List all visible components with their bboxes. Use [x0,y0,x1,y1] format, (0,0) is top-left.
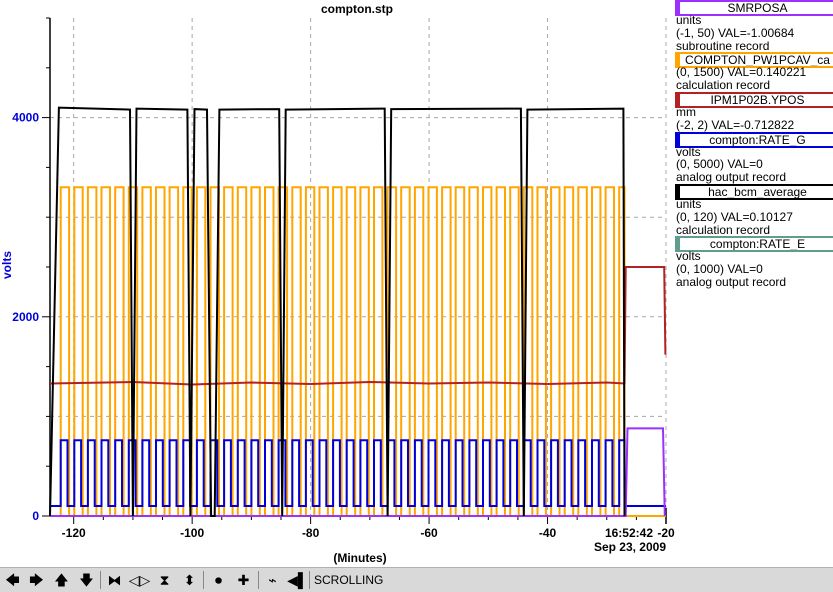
chart-title: compton.stp [321,2,393,16]
legend-units: units [676,13,702,27]
legend-record: analog output record [676,170,787,185]
toolbar-separator [203,571,204,589]
timestamp-label: 16:52:42 [605,526,653,540]
legend-range: (-1, 50) VAL=-1.00684 [676,25,795,40]
legend-range: (-2, 2) VAL=-0.712822 [676,117,795,132]
auto-scale-icon[interactable]: ⌁ [268,571,277,588]
zoom-in-y-icon[interactable]: ⧗ [159,571,170,588]
toolbar: SCROLLING 🡄 🡆 🡅 🡇 ⧓ ◁▷ ⧗ ⬍ ⏺ ✚ ⌁ ◀▌ [0,567,833,592]
legend-record: analog output record [676,275,787,289]
series-line-compton-rate-g [50,439,666,507]
legend-entry-hac-bcm-average[interactable]: hac_bcm_average [675,184,833,200]
legend-units: mm [676,105,696,119]
y-tick-label: 0 [32,509,39,523]
x-tick-label: -80 [302,526,320,540]
legend-range: (0, 1000) VAL=0 [676,262,763,277]
legend-record: calculation record [676,222,771,237]
y-tick-label: 2000 [12,310,39,324]
x-tick-label: -60 [420,526,438,540]
scroll-mode-icon[interactable]: ◀▌ [287,571,308,588]
scroll-left-icon[interactable]: 🡄 [5,571,20,588]
x-tick-label: -120 [62,526,86,540]
series-layer [49,106,667,517]
series-line-hac-bcm-average [49,106,626,517]
scrolling-status-label: SCROLLING [314,573,384,587]
legend-range: (0, 5000) VAL=0 [676,157,763,172]
x-tick-label: -40 [539,526,557,540]
y-tick-label: 4000 [12,111,39,125]
legend-entry-compton-rate-g[interactable]: compton:RATE_G [675,131,833,148]
zoom-out-y-icon[interactable]: ⬍ [183,571,196,588]
legend-entry-compton-rate-e[interactable]: compton:RATE_E [675,236,833,253]
legend-entry-compton-pw1pcav-ca[interactable]: COMPTON_PW1PCAV_ca [675,52,833,69]
scroll-down-icon[interactable]: 🡇 [79,571,94,588]
toolbar-separator [100,571,101,589]
legend-units: volts [676,144,701,159]
series-line-smrposa [50,427,666,517]
legend: SMRPOSA units (-1, 50) VAL=-1.00684 subrout… [670,0,833,300]
legend-record: subroutine record [676,38,770,53]
zoom-in-x-icon[interactable]: ⧓ [107,571,122,588]
legend-range: (0, 120) VAL=0.10127 [676,209,793,224]
y-axis-label: volts [0,251,14,279]
date-label: Sep 23, 2009 [594,540,666,554]
legend-entry-ipm1p02b-ypos[interactable]: IPM1P02B.YPOS [675,92,833,108]
x-tick-label: -20 [657,526,675,540]
toolbar-separator [258,571,259,589]
legend-record: calculation record [676,78,771,93]
tick-labels: -120 -100 -80 -60 -40 -20 0 2000 4000 [12,111,675,540]
add-icon[interactable]: ✚ [237,571,250,588]
legend-units: volts [676,249,701,264]
toolbar-separator [309,571,310,589]
legend-units: units [676,197,702,211]
reset-icon[interactable]: ⏺ [215,571,222,588]
series-line-ipm1p02b-ypos [49,266,667,386]
x-axis-label: (Minutes) [333,551,386,565]
legend-entry-smrposa[interactable]: SMRPOSA [675,0,833,16]
x-tick-label: -100 [180,526,204,540]
scroll-up-icon[interactable]: 🡅 [54,571,69,588]
chart: compton.stp -120 -100 -80 -60 -40 -20 0 2000 400… [0,2,675,565]
legend-range: (0, 1500) VAL=0.140221 [676,65,807,80]
scroll-right-icon[interactable]: 🡆 [29,571,44,588]
zoom-out-x-icon[interactable]: ◁▷ [128,571,151,588]
